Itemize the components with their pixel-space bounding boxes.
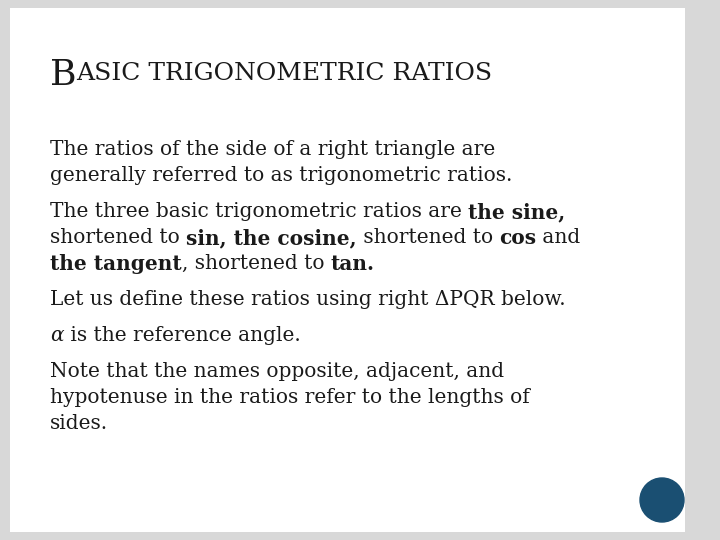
Text: , shortened to: , shortened to [181,254,330,273]
Text: hypotenuse in the ratios refer to the lengths of: hypotenuse in the ratios refer to the le… [50,388,530,407]
Text: α: α [50,326,63,345]
Text: generally referred to as trigonometric ratios.: generally referred to as trigonometric r… [50,166,513,185]
Text: shortened to: shortened to [50,228,186,247]
Text: sides.: sides. [50,414,108,433]
Text: sin, the cosine,: sin, the cosine, [186,228,356,248]
Text: The three basic trigonometric ratios are: The three basic trigonometric ratios are [50,202,468,221]
Circle shape [640,478,684,522]
Text: and: and [536,228,580,247]
Text: Note that the names opposite, adjacent, and: Note that the names opposite, adjacent, … [50,362,504,381]
Text: B: B [50,58,76,92]
Text: the sine,: the sine, [468,202,565,222]
Text: Let us define these ratios using right ΔPQR below.: Let us define these ratios using right Δ… [50,290,566,309]
Text: The ratios of the side of a right triangle are: The ratios of the side of a right triang… [50,140,495,159]
Text: is the reference angle.: is the reference angle. [63,326,300,345]
Text: shortened to: shortened to [356,228,499,247]
Text: cos: cos [499,228,536,248]
Text: ASIC TRIGONOMETRIC RATIOS: ASIC TRIGONOMETRIC RATIOS [76,62,492,85]
Text: the tangent: the tangent [50,254,181,274]
Text: tan.: tan. [330,254,374,274]
